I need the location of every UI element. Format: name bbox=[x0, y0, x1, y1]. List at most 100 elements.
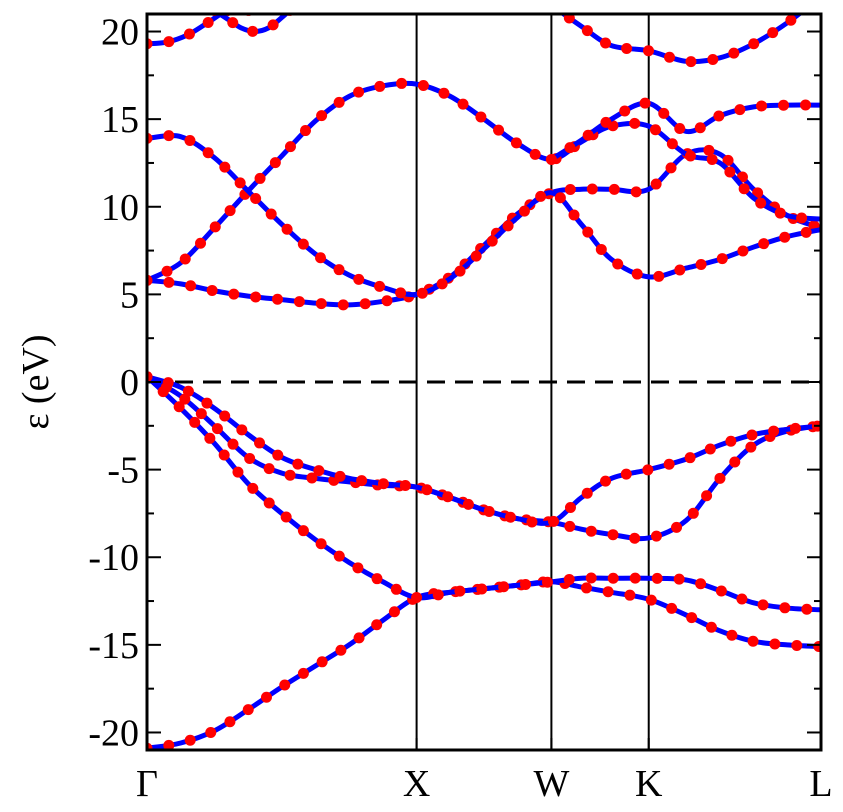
band-marker bbox=[694, 122, 706, 134]
band-marker bbox=[758, 238, 770, 250]
band-marker bbox=[182, 385, 194, 397]
band-marker bbox=[250, 192, 262, 204]
band-marker bbox=[563, 573, 575, 585]
band-marker bbox=[757, 599, 769, 611]
band-marker bbox=[650, 530, 662, 542]
k-label-W: W bbox=[533, 763, 569, 805]
band-marker bbox=[582, 129, 594, 141]
band-marker bbox=[643, 45, 655, 57]
band-marker bbox=[801, 603, 813, 615]
band-marker bbox=[695, 258, 707, 270]
band-marker bbox=[333, 264, 345, 276]
band-marker bbox=[224, 716, 236, 728]
band-marker bbox=[297, 667, 309, 679]
band-marker bbox=[316, 656, 328, 668]
band-marker bbox=[185, 280, 197, 292]
band-marker bbox=[337, 299, 349, 311]
band-marker bbox=[716, 253, 728, 265]
band-marker bbox=[381, 295, 393, 307]
band-marker bbox=[333, 96, 345, 108]
band-marker bbox=[685, 56, 697, 68]
band-marker bbox=[630, 186, 642, 198]
band-marker bbox=[713, 110, 725, 122]
band-marker bbox=[163, 36, 175, 48]
band-marker bbox=[684, 452, 696, 464]
band-line bbox=[147, 579, 821, 750]
y-tick-label: -5 bbox=[107, 450, 139, 492]
band-4 bbox=[147, 371, 821, 528]
y-tick-label: 10 bbox=[101, 187, 139, 229]
band-marker bbox=[734, 104, 746, 116]
y-tick-label: 15 bbox=[101, 99, 139, 141]
band-marker bbox=[454, 585, 466, 597]
band-marker bbox=[454, 265, 466, 277]
band-marker bbox=[411, 592, 423, 604]
band-marker bbox=[483, 506, 495, 518]
band-marker bbox=[813, 641, 821, 653]
band-marker bbox=[195, 237, 207, 249]
band-marker bbox=[195, 408, 207, 420]
band-marker bbox=[756, 100, 768, 112]
band-marker bbox=[607, 529, 619, 541]
band-marker bbox=[729, 456, 741, 468]
band-marker bbox=[224, 205, 236, 217]
band-marker bbox=[725, 435, 737, 447]
band-marker bbox=[600, 475, 612, 487]
band-marker bbox=[236, 424, 248, 436]
band-marker bbox=[475, 111, 487, 123]
band-marker bbox=[315, 252, 327, 264]
band-marker bbox=[416, 287, 428, 299]
band-marker bbox=[284, 141, 296, 153]
band-marker bbox=[306, 472, 318, 484]
band-marker bbox=[706, 154, 718, 166]
band-9 bbox=[147, 14, 253, 50]
band-marker bbox=[201, 397, 213, 409]
band-marker bbox=[374, 280, 386, 292]
band-marker bbox=[585, 525, 597, 537]
y-tick-label: -15 bbox=[88, 625, 139, 667]
band-marker bbox=[315, 298, 327, 310]
band-marker bbox=[737, 245, 749, 257]
band-marker bbox=[267, 19, 279, 31]
band-marker bbox=[183, 28, 195, 40]
band-marker bbox=[545, 153, 557, 165]
band-marker bbox=[645, 594, 657, 606]
band-marker bbox=[359, 298, 371, 310]
band-marker bbox=[281, 223, 293, 235]
band-marker bbox=[686, 612, 698, 624]
band-marker bbox=[704, 443, 716, 455]
band-marker bbox=[629, 117, 641, 129]
band-marker bbox=[631, 268, 643, 280]
band-marker bbox=[504, 511, 516, 523]
band-marker bbox=[595, 243, 607, 255]
band-marker bbox=[334, 470, 346, 482]
band-marker bbox=[179, 253, 191, 265]
band-marker bbox=[227, 438, 239, 450]
band-marker bbox=[674, 264, 686, 276]
band-marker bbox=[457, 98, 469, 110]
band-marker bbox=[189, 416, 201, 428]
band-marker bbox=[582, 226, 594, 238]
band-marker bbox=[564, 501, 576, 513]
band-marker bbox=[767, 27, 779, 39]
band-marker bbox=[586, 183, 598, 195]
band-marker bbox=[353, 632, 365, 644]
band-marker bbox=[653, 270, 665, 282]
band-marker bbox=[568, 209, 580, 221]
band-marker bbox=[315, 538, 327, 550]
band-marker bbox=[163, 739, 175, 750]
band-marker bbox=[232, 466, 244, 478]
band-marker bbox=[371, 573, 383, 585]
band-marker bbox=[242, 704, 254, 716]
band-marker bbox=[564, 184, 576, 196]
band-marker bbox=[202, 147, 214, 159]
band-marker bbox=[438, 87, 450, 99]
band-marker bbox=[650, 178, 662, 190]
band-marker bbox=[663, 458, 675, 470]
bands bbox=[147, 14, 821, 750]
band-marker bbox=[371, 619, 383, 631]
band-marker bbox=[352, 562, 364, 574]
band-marker bbox=[728, 47, 740, 59]
band-marker bbox=[518, 205, 530, 217]
band-marker bbox=[204, 432, 216, 444]
